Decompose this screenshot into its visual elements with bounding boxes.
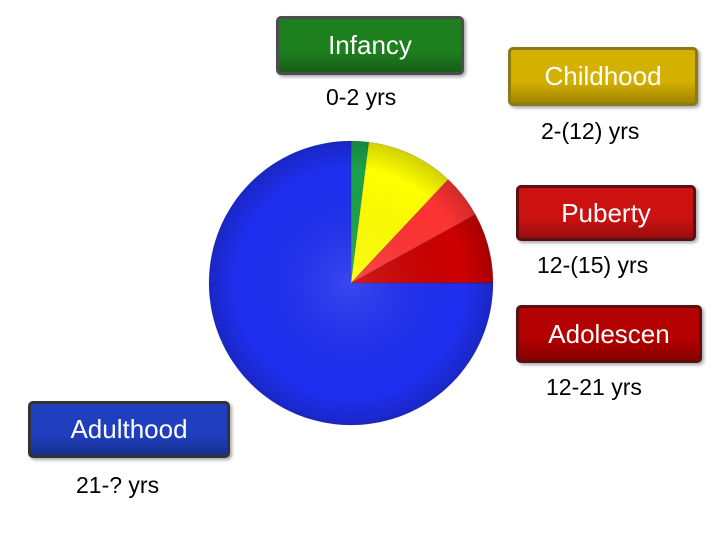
- puberty-range: 12-(15) yrs: [537, 252, 649, 278]
- puberty-label-box: Puberty: [516, 185, 696, 241]
- childhood-title: Childhood: [544, 61, 662, 91]
- childhood-label-box: Childhood: [508, 47, 698, 106]
- adulthood-title: Adulthood: [70, 414, 188, 444]
- infancy-label-box: Infancy: [276, 16, 464, 75]
- adolescence-title: Adolescen: [548, 318, 670, 349]
- adolescence-range: 12-21 yrs: [546, 374, 642, 400]
- puberty-title: Puberty: [561, 197, 651, 228]
- pie-shading: [209, 141, 493, 425]
- infancy-range: 0-2 yrs: [326, 84, 397, 110]
- adolescence-label-box: Adolescen: [516, 305, 702, 363]
- adulthood-label-box: Adulthood: [28, 401, 230, 458]
- adulthood-range: 21-? yrs: [76, 472, 160, 498]
- childhood-range: 2-(12) yrs: [541, 118, 640, 144]
- infancy-title: Infancy: [328, 30, 412, 60]
